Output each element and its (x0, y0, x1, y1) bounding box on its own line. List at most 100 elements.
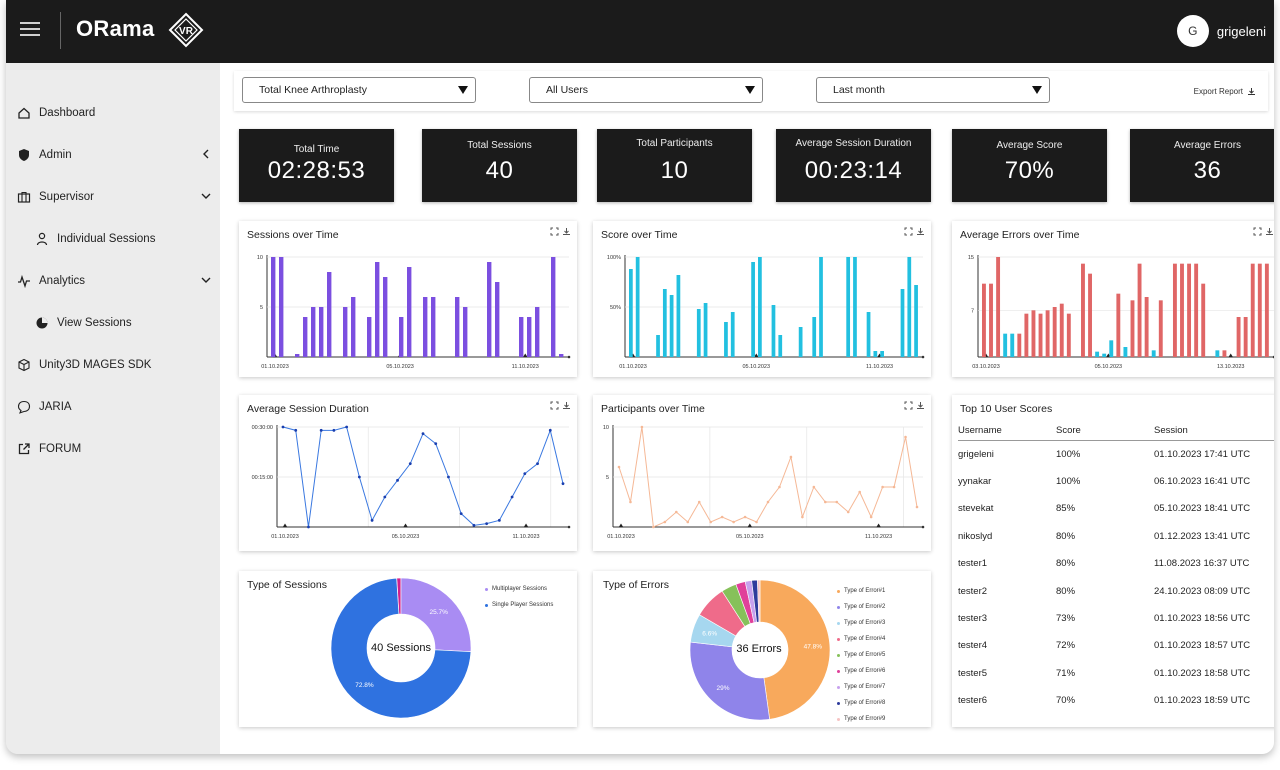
sidebar-item-individual-sessions[interactable]: Individual Sessions (34, 229, 230, 249)
legend-item: Single Player Sessions (485, 597, 553, 613)
session-cell: 01.10.2023 18:56 UTC (1154, 613, 1251, 625)
sidebar-item-unity-sdk[interactable]: Unity3D MAGES SDK (16, 355, 212, 375)
sidebar-item-jaria[interactable]: JARIA (16, 397, 212, 417)
x-tick-marker (282, 523, 288, 528)
sidebar-item-analytics[interactable]: Analytics (16, 271, 212, 291)
legend-item: Multiplayer Sessions (485, 581, 553, 597)
menu-icon[interactable] (20, 22, 40, 38)
chevron-down-icon[interactable] (200, 189, 212, 203)
download-icon[interactable] (562, 227, 571, 236)
bar (1088, 273, 1092, 357)
data-point (447, 475, 450, 479)
x-tick-label: 13.10.2023 (1217, 364, 1245, 370)
stat-average-score: Average Score 70% (952, 129, 1107, 202)
data-point (652, 525, 655, 529)
x-tick-label: 01.10.2023 (607, 534, 635, 540)
bar (535, 307, 540, 357)
score-cell: 100% (1056, 448, 1081, 460)
x-tick-label: 11.10.2023 (512, 534, 539, 540)
bar (1045, 310, 1050, 357)
data-point (892, 485, 896, 489)
chevron-left-icon[interactable] (200, 147, 212, 161)
sidebar-item-forum[interactable]: FORUM (16, 439, 212, 459)
data-point (370, 518, 374, 522)
donut-center-label: 40 Sessions (371, 642, 431, 654)
users-select-value: All Users (546, 84, 589, 96)
data-point (675, 510, 678, 514)
card-title: Average Errors over Time (960, 229, 1080, 241)
data-point (281, 425, 285, 429)
bar (724, 322, 728, 357)
home-icon (16, 105, 32, 121)
legend-item: Type of Error#3 (837, 615, 885, 631)
session-cell: 01.10.2023 18:57 UTC (1154, 640, 1251, 652)
table-row[interactable]: tester1 80% 11.08.2023 16:37 UTC (958, 550, 1274, 577)
type-of-sessions-chart: 25.7% 72.8% (330, 577, 472, 719)
table-row[interactable]: tester5 71% 01.10.2023 18:58 UTC (958, 660, 1274, 687)
briefcase-icon (16, 189, 32, 205)
data-point (869, 515, 873, 519)
sidebar-item-label: FORUM (39, 443, 82, 455)
average-errors-over-time-chart: 15 7 03.10.2023 05.10.2023 13.10.2023 (968, 255, 1274, 370)
sidebar-item-admin[interactable]: Admin (16, 145, 212, 165)
legend-swatch (485, 587, 488, 591)
table-row[interactable]: tester2 80% 24.10.2023 08:09 UTC (958, 577, 1274, 604)
table-row[interactable]: tester4 72% 01.10.2023 18:57 UTC (958, 632, 1274, 659)
axis-end-dot (1272, 355, 1274, 359)
app-window: ORama VR G grigeleni Dashboard Admin Sup… (6, 0, 1274, 754)
legend-label: Type of Error#9 (844, 716, 886, 722)
table-row[interactable]: stevekat 85% 05.10.2023 18:41 UTC (958, 495, 1274, 522)
user-menu[interactable]: G grigeleni (1176, 14, 1266, 48)
data-point (497, 518, 501, 522)
download-icon[interactable] (916, 227, 925, 236)
card-tools (550, 401, 571, 410)
table-row[interactable]: nikoslyd 80% 01.12.2023 13:41 UTC (958, 523, 1274, 550)
sidebar-item-supervisor[interactable]: Supervisor (16, 187, 212, 207)
legend-swatch (485, 603, 488, 607)
export-report-button[interactable]: Export Report (1194, 87, 1256, 96)
table-row[interactable]: grigeleni 100% 01.10.2023 17:41 UTC (958, 441, 1274, 468)
stat-label: Average Score (996, 140, 1063, 151)
pie-slice (330, 577, 472, 719)
sidebar-item-label: Dashboard (39, 107, 96, 119)
stat-label: Total Time (293, 144, 340, 155)
data-point (617, 465, 621, 469)
users-select[interactable]: All Users (529, 77, 763, 103)
errors-legend: Type of Error#1 Type of Error#2 Type of Er… (837, 583, 885, 727)
legend-item: Type of Error#4 (837, 631, 885, 647)
expand-icon[interactable] (1253, 227, 1262, 236)
expand-icon[interactable] (904, 227, 913, 236)
bar (455, 297, 460, 357)
sidebar-item-dashboard[interactable]: Dashboard (16, 103, 212, 123)
bar (1116, 293, 1121, 357)
bar (1187, 263, 1192, 357)
download-icon[interactable] (916, 401, 925, 410)
expand-icon[interactable] (904, 401, 913, 410)
sidebar-item-label: Unity3D MAGES SDK (39, 359, 152, 371)
chevron-down-icon[interactable] (200, 273, 212, 287)
legend-label: Type of Error#1 (844, 588, 886, 594)
data-point (307, 525, 310, 529)
period-select[interactable]: Last month (816, 77, 1050, 103)
download-icon[interactable] (1265, 227, 1274, 236)
y-tick-label: 5 (260, 305, 263, 311)
download-icon[interactable] (562, 401, 571, 410)
axis-end-dot (567, 355, 571, 359)
procedure-select[interactable]: Total Knee Arthroplasty (242, 77, 476, 103)
avatar: G (1176, 15, 1209, 47)
y-tick-label: 10 (603, 425, 609, 431)
table-row[interactable]: tester6 70% 01.10.2023 18:59 UTC (958, 687, 1274, 714)
bar (907, 257, 912, 357)
sidebar-item-view-sessions[interactable]: View Sessions (34, 313, 230, 333)
bar (730, 312, 735, 357)
table-row[interactable]: yynakar 100% 06.10.2023 16:41 UTC (958, 468, 1274, 495)
table-row[interactable]: tester3 73% 01.10.2023 18:56 UTC (958, 605, 1274, 632)
bar (1031, 310, 1036, 357)
stat-total-sessions: Total Sessions 40 (422, 129, 577, 202)
expand-icon[interactable] (550, 401, 559, 410)
data-point (294, 428, 298, 432)
stat-total-time: Total Time 02:28:53 (239, 129, 394, 202)
username-cell: tester4 (958, 640, 988, 652)
expand-icon[interactable] (550, 227, 559, 236)
bar (676, 275, 681, 357)
